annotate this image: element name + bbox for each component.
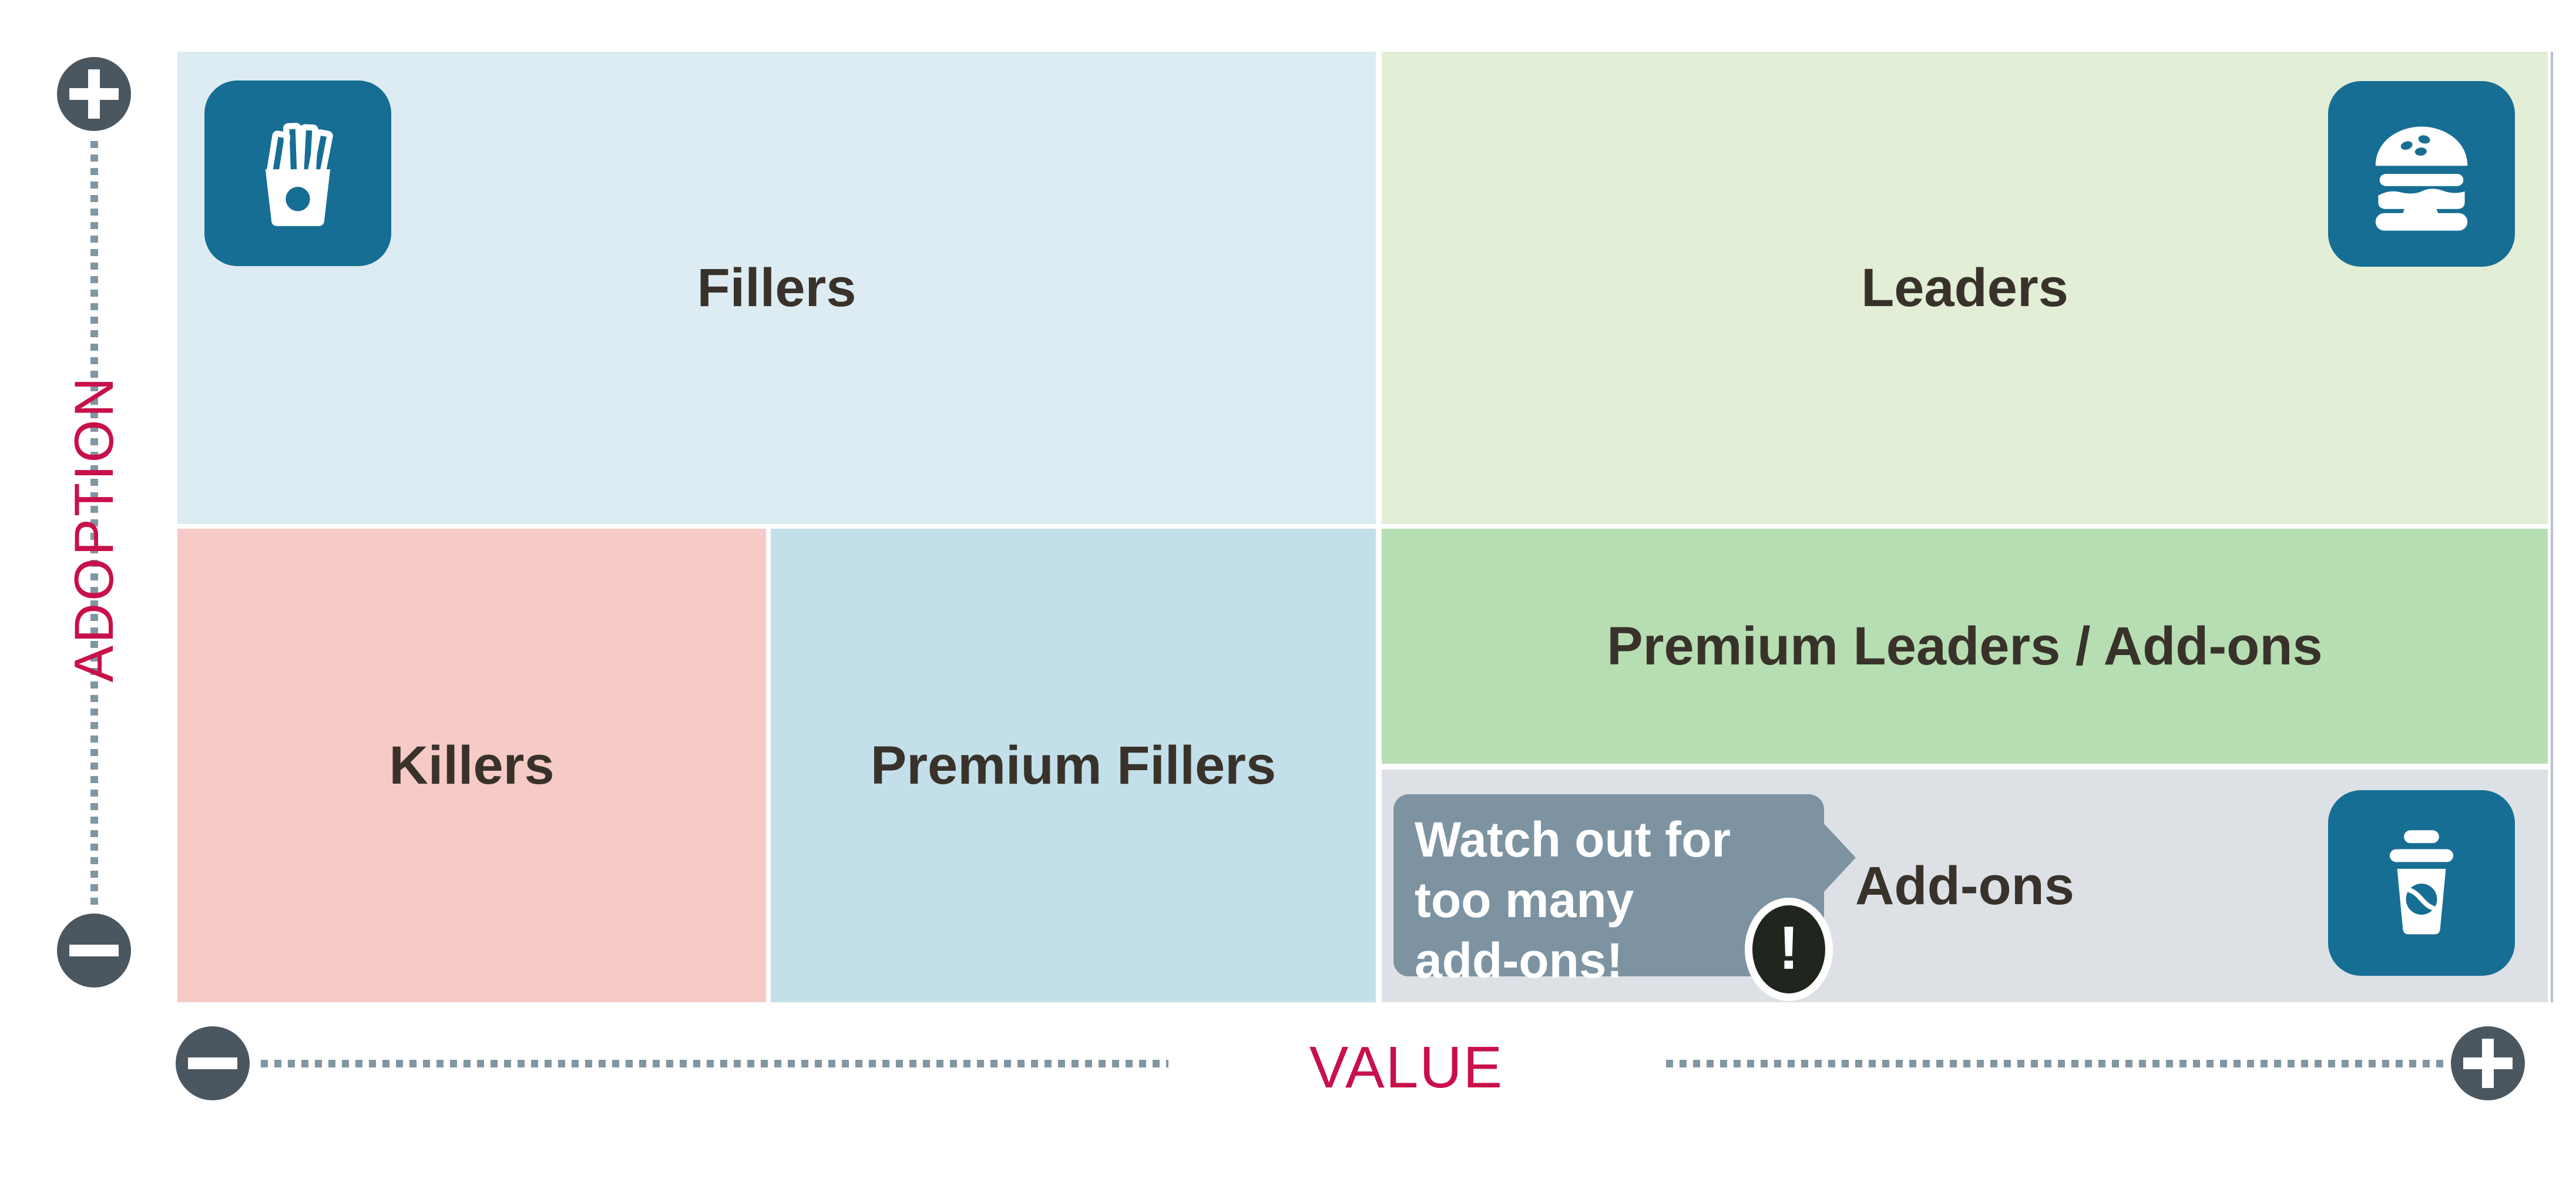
y-axis-plus-symbol: + [57, 57, 58, 58]
quadrant-premium-leaders: Premium Leaders / Add-ons [1382, 529, 2548, 764]
x-axis-dotted-line-left [261, 1060, 1168, 1067]
burger-icon [2328, 81, 2515, 267]
quadrant-premium-fillers-label: Premium Fillers [870, 735, 1277, 795]
exclamation-badge-circle: ! [1752, 905, 1825, 993]
callout-line-1: Watch out for [1415, 812, 1731, 867]
exclamation-icon: ! [1745, 898, 1833, 1001]
plus-bar-vertical [2482, 1039, 2494, 1088]
x-axis-dotted-line-right [1666, 1060, 2447, 1067]
y-axis-minus-icon: − [57, 914, 131, 988]
quadrant-premium-fillers: Premium Fillers [771, 529, 1376, 1002]
quadrant-add-ons-label: Add-ons [1855, 855, 2075, 916]
minus-bar [69, 945, 119, 956]
x-axis-plus-icon: + [2451, 1026, 2525, 1100]
y-axis-dotted-line [90, 141, 98, 905]
callout-line-2: too many [1415, 872, 1634, 928]
chart-right-border [2551, 52, 2553, 1002]
quadrant-premium-leaders-label: Premium Leaders / Add-ons [1607, 616, 2323, 676]
x-axis-label: VALUE [1309, 1035, 1504, 1100]
plus-bar-vertical [88, 69, 100, 119]
y-axis-label: ADOPTION [63, 375, 125, 683]
quadrant-fillers-label: Fillers [697, 257, 857, 318]
x-axis-minus-icon: − [176, 1026, 250, 1100]
callout-line-3: add-ons! [1415, 933, 1623, 988]
y-axis-plus-icon: + [57, 57, 131, 131]
callout-arrow [1823, 822, 1856, 893]
minus-bar [188, 1057, 237, 1069]
fries-icon [204, 80, 391, 266]
quadrant-killers: Killers [177, 529, 766, 1002]
quadrant-leaders-label: Leaders [1861, 257, 2068, 318]
quadrant-killers-label: Killers [389, 735, 555, 795]
exclamation-symbol: ! [1778, 914, 1799, 982]
coffee-cup-icon [2328, 790, 2515, 976]
